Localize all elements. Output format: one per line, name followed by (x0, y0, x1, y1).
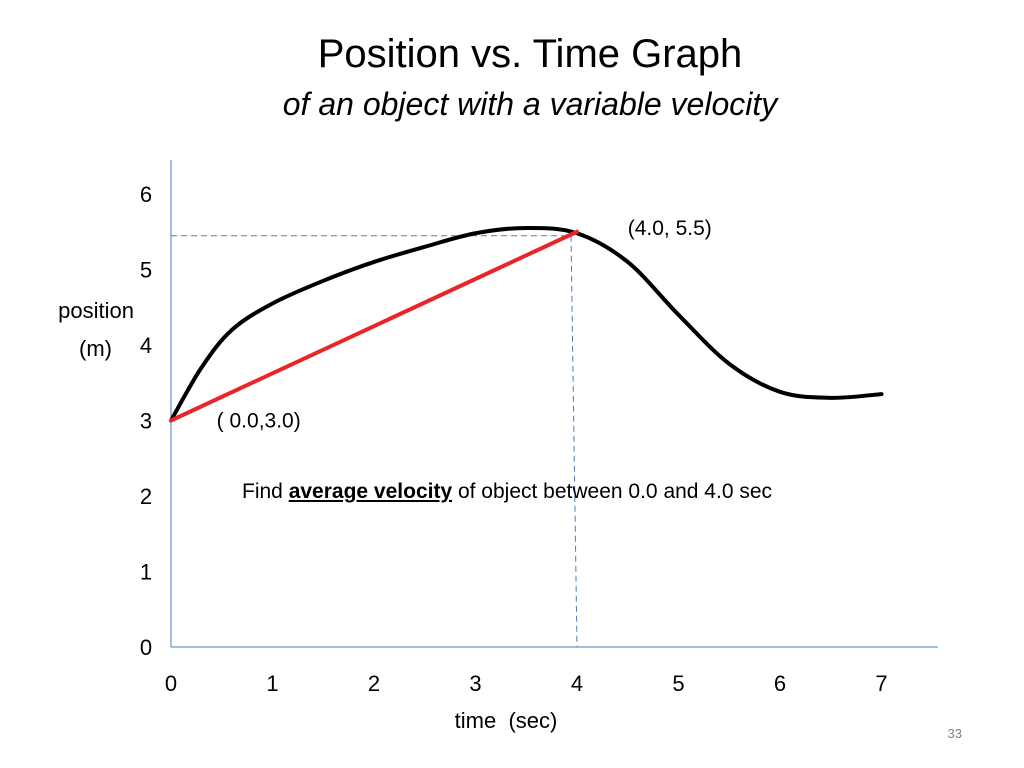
y-tick-label: 4 (140, 333, 152, 358)
instruction-suffix: of object between 0.0 and 4.0 sec (452, 480, 773, 503)
y-tick-label: 5 (140, 258, 152, 283)
position-curve (169, 225, 884, 423)
x-axis-label: time (sec) (455, 708, 558, 733)
y-tick-label: 3 (140, 409, 152, 434)
x-tick-label: 6 (774, 671, 786, 696)
y-tick-label: 0 (140, 635, 152, 660)
average-velocity-line (169, 229, 579, 423)
instruction-emphasis: average velocity (288, 480, 453, 503)
y-tick-label: 1 (140, 560, 152, 585)
x-tick-label: 5 (672, 671, 684, 696)
x-tick-label: 0 (165, 671, 177, 696)
y-axis-label-line2: (m) (79, 336, 112, 361)
guide-vertical (570, 235, 578, 648)
x-tick-label: 4 (571, 671, 583, 696)
x-tick-label: 1 (266, 671, 278, 696)
y-tick-label: 6 (140, 182, 152, 207)
instruction-text: Find average velocity of object between … (242, 480, 772, 504)
y-axis-label-line1: position (58, 298, 134, 323)
instruction-prefix: Find (242, 480, 289, 503)
page-number: 33 (947, 726, 962, 741)
x-tick-label: 3 (469, 671, 481, 696)
slide-subtitle: of an object with a variable velocity (282, 86, 778, 122)
y-tick-label: 2 (140, 484, 152, 509)
slide-title: Position vs. Time Graph (317, 32, 743, 76)
point-label-end: (4.0, 5.5) (628, 217, 712, 240)
y-axis-label: position (m) (30, 292, 134, 368)
point-label-start: ( 0.0,3.0) (217, 410, 301, 433)
x-tick-label: 7 (875, 671, 887, 696)
x-tick-label: 2 (368, 671, 380, 696)
